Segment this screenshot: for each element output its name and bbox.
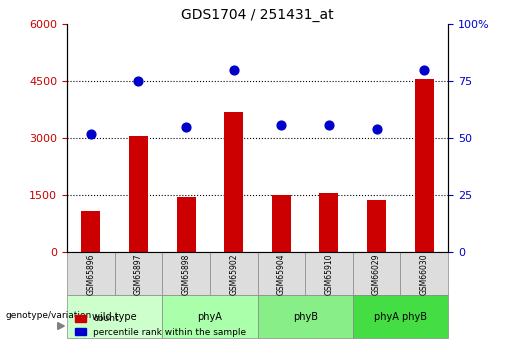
Point [325, 122, 333, 127]
Text: GSM65910: GSM65910 [324, 253, 333, 295]
Bar [224, 112, 243, 253]
Bar [129, 136, 148, 253]
Point [134, 78, 143, 84]
Point [230, 67, 238, 72]
Legend: count, percentile rank within the sample: count, percentile rank within the sample [72, 311, 250, 341]
FancyBboxPatch shape [305, 253, 353, 295]
Bar [415, 79, 434, 253]
Text: phyA phyB: phyA phyB [374, 312, 427, 322]
Text: GSM65896: GSM65896 [87, 253, 95, 295]
Title: GDS1704 / 251431_at: GDS1704 / 251431_at [181, 8, 334, 22]
Point [372, 126, 381, 132]
Text: GSM65902: GSM65902 [229, 253, 238, 295]
FancyBboxPatch shape [353, 295, 448, 338]
FancyBboxPatch shape [162, 295, 258, 338]
FancyBboxPatch shape [114, 253, 162, 295]
Polygon shape [58, 323, 64, 329]
FancyBboxPatch shape [67, 253, 114, 295]
FancyBboxPatch shape [210, 253, 258, 295]
Point [182, 124, 190, 130]
Bar [177, 197, 196, 253]
Text: GSM65904: GSM65904 [277, 253, 286, 295]
Bar [319, 193, 338, 253]
Text: GSM66030: GSM66030 [420, 253, 428, 295]
Point [277, 122, 285, 127]
Text: phyB: phyB [293, 312, 318, 322]
FancyBboxPatch shape [162, 253, 210, 295]
Text: GSM65897: GSM65897 [134, 253, 143, 295]
Text: wild type: wild type [92, 312, 137, 322]
Text: GSM65898: GSM65898 [182, 253, 191, 295]
Bar [81, 210, 100, 253]
FancyBboxPatch shape [401, 253, 448, 295]
FancyBboxPatch shape [258, 295, 353, 338]
Bar [272, 195, 291, 253]
Bar [367, 200, 386, 253]
Text: GSM66029: GSM66029 [372, 253, 381, 295]
FancyBboxPatch shape [353, 253, 401, 295]
Point [87, 131, 95, 137]
Point [420, 67, 428, 72]
Text: phyA: phyA [197, 312, 222, 322]
FancyBboxPatch shape [258, 253, 305, 295]
FancyBboxPatch shape [67, 295, 162, 338]
Text: genotype/variation: genotype/variation [5, 311, 91, 320]
